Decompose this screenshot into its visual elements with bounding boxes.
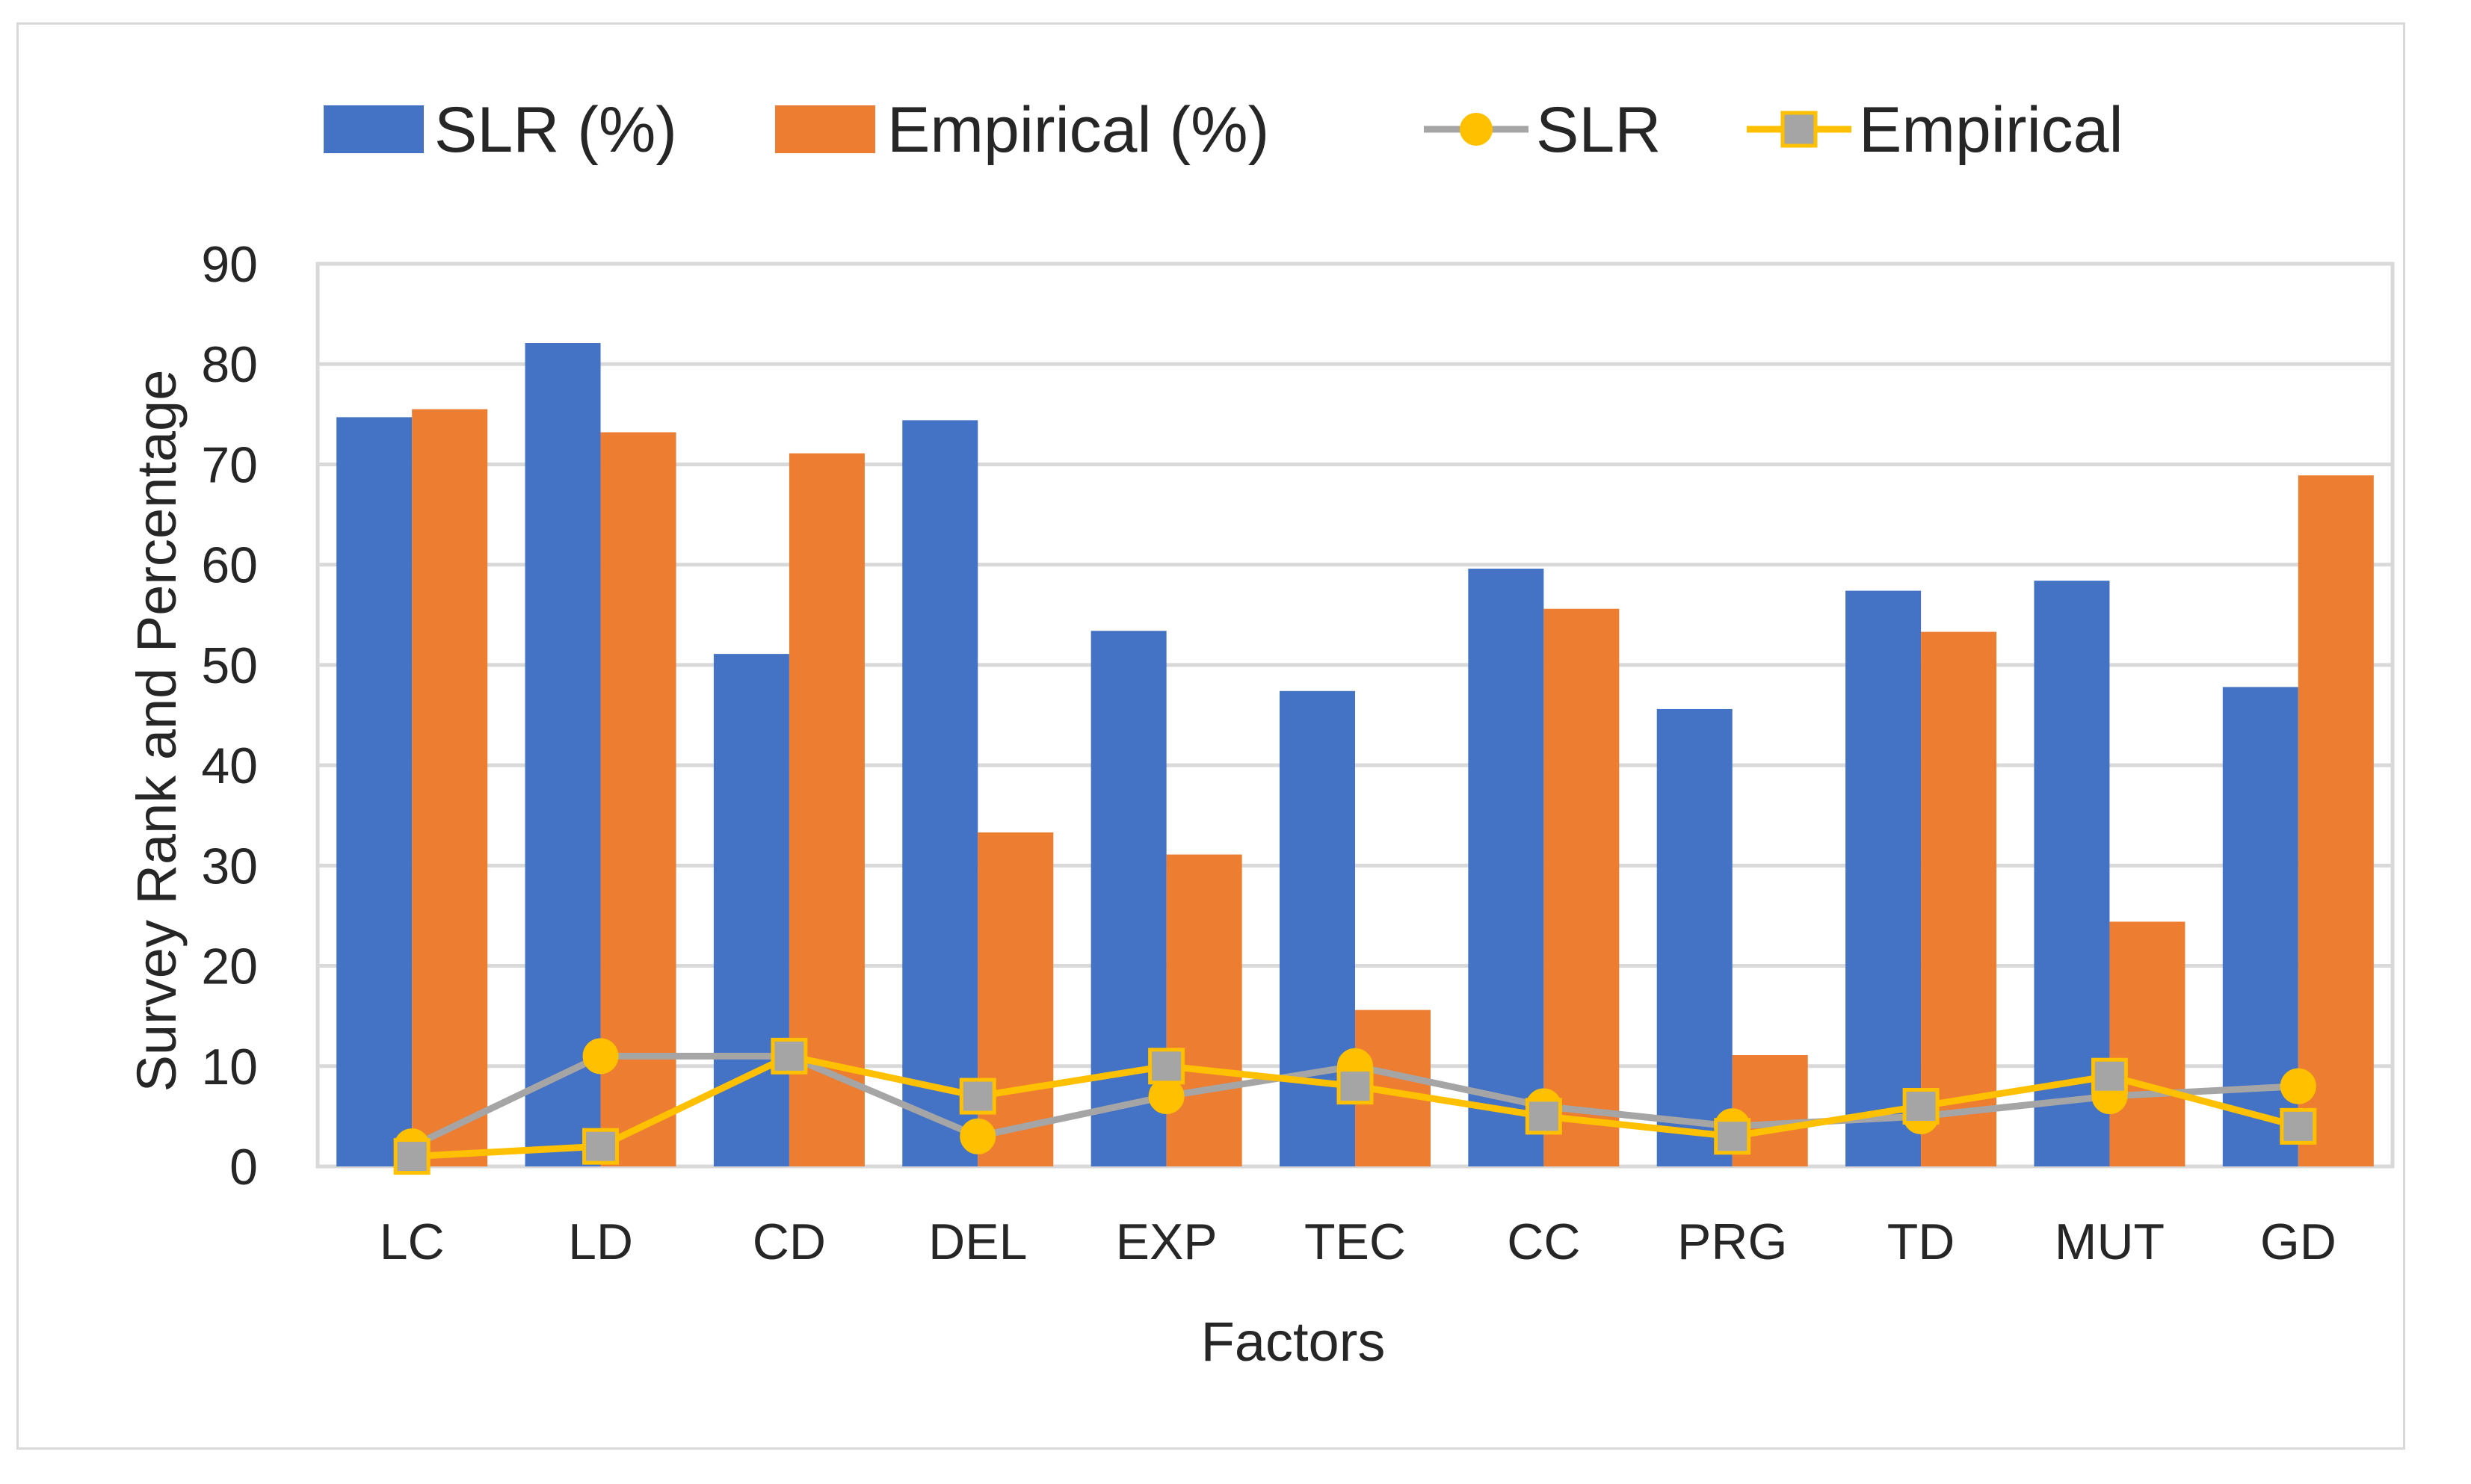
- point-slr-gd: [2280, 1068, 2316, 1104]
- lines: [393, 1037, 2317, 1175]
- x-axis-ticks: LC LD CD DEL EXP TEC CC PRG TD MUT GD: [380, 1214, 2336, 1270]
- legend-slr-pct-label: SLR (%): [434, 94, 677, 166]
- point-slr-exp: [1148, 1078, 1185, 1115]
- y-tick-label: 10: [201, 1039, 258, 1095]
- legend-empirical-marker: [1780, 111, 1818, 148]
- x-tick-label: EXP: [1116, 1214, 1218, 1270]
- bar-empirical-pct-exp: [1166, 854, 1242, 1166]
- bar-empirical-pct-del: [978, 832, 1054, 1166]
- x-tick-label: PRG: [1677, 1214, 1787, 1270]
- x-tick-label: GD: [2260, 1214, 2336, 1270]
- bar-slr-pct-del: [902, 420, 978, 1166]
- bar-empirical-pct-cc: [1543, 608, 1620, 1166]
- bar-empirical-pct-lc: [412, 409, 488, 1166]
- legend: SLR (%) Empirical (%) SLR Empirical: [324, 94, 2123, 166]
- point-empirical-lc: [393, 1138, 431, 1175]
- y-tick-label: 80: [201, 336, 258, 393]
- x-tick-label: TD: [1887, 1214, 1955, 1270]
- legend-slr-marker: [1460, 113, 1493, 146]
- point-slr-del: [960, 1118, 996, 1154]
- y-tick-label: 0: [229, 1139, 258, 1196]
- y-tick-label: 50: [201, 637, 258, 694]
- x-tick-label: TEC: [1304, 1214, 1406, 1270]
- point-empirical-tec: [1336, 1068, 1374, 1105]
- legend-slr-label: SLR: [1536, 94, 1661, 166]
- legend-empirical-label: Empirical: [1859, 94, 2123, 166]
- y-tick-label: 60: [201, 537, 258, 594]
- x-tick-label: DEL: [928, 1214, 1027, 1270]
- bar-slr-pct-lc: [336, 417, 413, 1166]
- legend-empirical-pct-label: Empirical (%): [887, 94, 1269, 166]
- chart-frame: SLR (%) Empirical (%) SLR Empirical 0 10 20 30…: [16, 22, 2405, 1450]
- y-axis-title: Survey Rank and Percentage: [126, 370, 188, 1092]
- y-axis-ticks: 0 10 20 30 40 50 60 70 80 90: [201, 236, 258, 1196]
- y-tick-label: 20: [201, 939, 258, 995]
- x-axis-title: Factors: [1201, 1311, 1386, 1373]
- bar-empirical-pct-mut: [2109, 921, 2185, 1166]
- point-slr-ld: [582, 1038, 619, 1075]
- point-empirical-ld: [582, 1128, 620, 1165]
- x-tick-label: CC: [1507, 1214, 1580, 1270]
- x-tick-label: MUT: [2055, 1214, 2165, 1270]
- chart-svg: SLR (%) Empirical (%) SLR Empirical 0 10 20 30…: [126, 94, 2395, 1373]
- bar-slr-pct-prg: [1656, 708, 1733, 1166]
- y-tick-label: 40: [201, 738, 258, 794]
- x-tick-label: CD: [753, 1214, 826, 1270]
- point-empirical-cc: [1525, 1098, 1562, 1135]
- x-tick-label: LC: [380, 1214, 445, 1270]
- point-empirical-mut: [2091, 1057, 2128, 1095]
- x-tick-label: LD: [568, 1214, 633, 1270]
- y-tick-label: 90: [201, 236, 258, 293]
- point-empirical-del: [959, 1078, 996, 1115]
- point-empirical-gd: [2280, 1107, 2317, 1145]
- point-empirical-td: [1902, 1087, 1940, 1125]
- point-empirical-prg: [1714, 1118, 1751, 1155]
- bar-empirical-pct-gd: [2298, 475, 2374, 1166]
- bars: [336, 343, 2374, 1167]
- y-tick-label: 70: [201, 436, 258, 493]
- bar-slr-pct-cd: [713, 654, 789, 1166]
- legend-slr-pct-swatch: [324, 105, 424, 153]
- bar-slr-pct-ld: [525, 343, 601, 1167]
- bar-empirical-pct-td: [1921, 631, 1997, 1166]
- legend-empirical-pct-swatch: [775, 105, 875, 153]
- bar-slr-pct-cc: [1468, 569, 1544, 1166]
- point-empirical-cd: [771, 1037, 808, 1075]
- point-empirical-exp: [1148, 1048, 1185, 1085]
- y-tick-label: 30: [201, 838, 258, 894]
- bar-slr-pct-td: [1845, 590, 1922, 1166]
